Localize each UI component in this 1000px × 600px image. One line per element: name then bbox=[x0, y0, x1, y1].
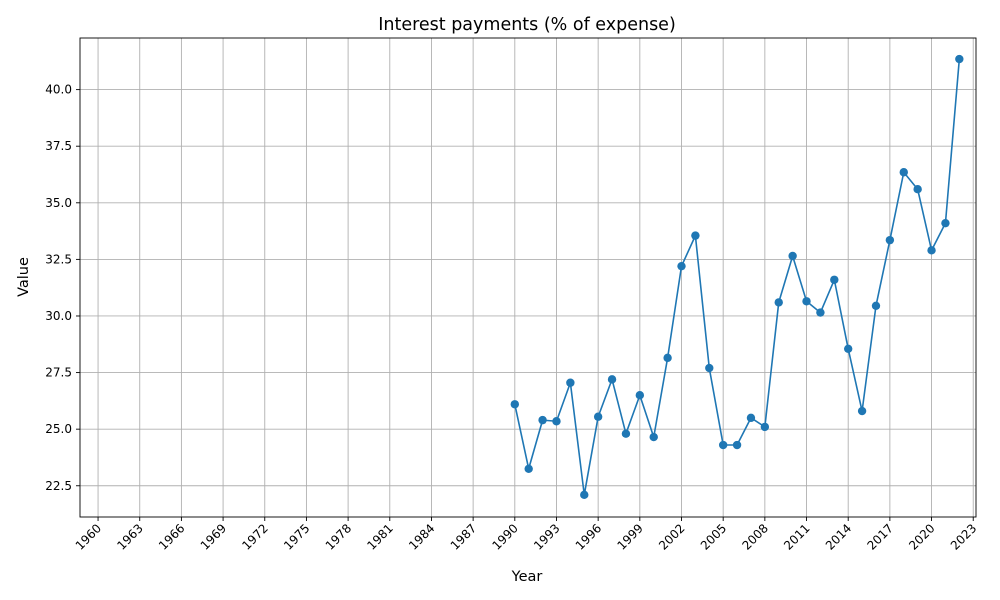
data-point bbox=[593, 412, 603, 421]
data-point bbox=[955, 54, 964, 64]
x-tick-label: 2005 bbox=[698, 521, 729, 552]
data-point bbox=[580, 490, 589, 500]
x-tick-label: 2023 bbox=[948, 521, 979, 552]
data-point bbox=[746, 413, 756, 423]
x-tick-label: 1978 bbox=[323, 521, 354, 552]
data-point bbox=[607, 375, 617, 384]
y-tick-label: 40.0 bbox=[45, 83, 72, 97]
data-point bbox=[843, 344, 853, 354]
y-tick-label: 27.5 bbox=[45, 366, 72, 380]
data-point bbox=[830, 275, 839, 284]
data-point bbox=[552, 417, 561, 426]
data-point bbox=[510, 400, 520, 409]
data-point bbox=[677, 261, 686, 271]
x-tick-label: 1993 bbox=[531, 521, 562, 552]
grid-lines bbox=[80, 38, 976, 517]
data-point bbox=[927, 246, 936, 255]
x-axis-title: Year bbox=[511, 569, 543, 585]
y-tick-label: 37.5 bbox=[45, 139, 72, 153]
x-tick-label: 1975 bbox=[281, 521, 312, 552]
data-point bbox=[649, 432, 658, 442]
x-tick-label: 1960 bbox=[73, 521, 104, 552]
data-point bbox=[705, 363, 714, 373]
x-tick-label: 1987 bbox=[448, 521, 479, 552]
data-point bbox=[621, 429, 631, 438]
x-tick-label: 1969 bbox=[198, 521, 229, 552]
data-points bbox=[510, 54, 964, 500]
x-axis: 1960 1963 1966 1969 1972 1975 1978 1981 1984 1987… bbox=[73, 517, 979, 553]
x-tick-label: 2020 bbox=[906, 521, 937, 552]
x-tick-label: 1972 bbox=[239, 521, 270, 552]
x-tick-label: 1981 bbox=[364, 521, 395, 552]
x-tick-label: 1984 bbox=[406, 521, 437, 552]
data-point bbox=[566, 378, 575, 387]
data-point bbox=[885, 235, 895, 245]
x-tick-label: 2014 bbox=[823, 521, 854, 552]
data-point bbox=[538, 415, 547, 425]
x-tick-label: 1990 bbox=[489, 521, 520, 552]
data-point bbox=[899, 168, 908, 177]
x-tick-label: 1999 bbox=[614, 521, 645, 552]
y-tick-label: 22.5 bbox=[45, 479, 72, 493]
data-point bbox=[691, 231, 700, 240]
x-tick-label: 1996 bbox=[573, 521, 604, 552]
y-tick-label: 32.5 bbox=[45, 252, 72, 266]
x-tick-label: 2002 bbox=[656, 521, 687, 552]
y-tick-label: 35.0 bbox=[45, 196, 72, 210]
data-point bbox=[774, 298, 783, 307]
x-tick-label: 1963 bbox=[114, 521, 145, 552]
data-point bbox=[663, 353, 672, 363]
data-point bbox=[857, 406, 867, 416]
data-point bbox=[635, 391, 645, 400]
x-tick-label: 2008 bbox=[739, 521, 770, 552]
data-point bbox=[718, 440, 728, 450]
data-point bbox=[941, 218, 950, 228]
data-point bbox=[913, 185, 922, 194]
y-axis-title: Value bbox=[16, 257, 32, 297]
data-point bbox=[871, 301, 881, 310]
x-tick-label: 2017 bbox=[864, 521, 895, 552]
y-tick-label: 30.0 bbox=[45, 309, 72, 323]
data-point bbox=[816, 308, 825, 317]
y-axis: 22.5 25.0 27.5 30.0 32.5 35.0 37.5 40.0 bbox=[45, 83, 80, 493]
x-tick-label: 1966 bbox=[156, 521, 187, 552]
data-point bbox=[788, 251, 797, 261]
plot-frame bbox=[79, 37, 977, 518]
data-point bbox=[760, 422, 770, 432]
chart-title: Interest payments (% of expense) bbox=[378, 15, 676, 35]
data-point bbox=[732, 440, 742, 450]
x-tick-label: 2011 bbox=[781, 521, 812, 552]
y-tick-label: 25.0 bbox=[45, 422, 72, 436]
data-point bbox=[524, 464, 533, 473]
data-point bbox=[802, 297, 811, 306]
